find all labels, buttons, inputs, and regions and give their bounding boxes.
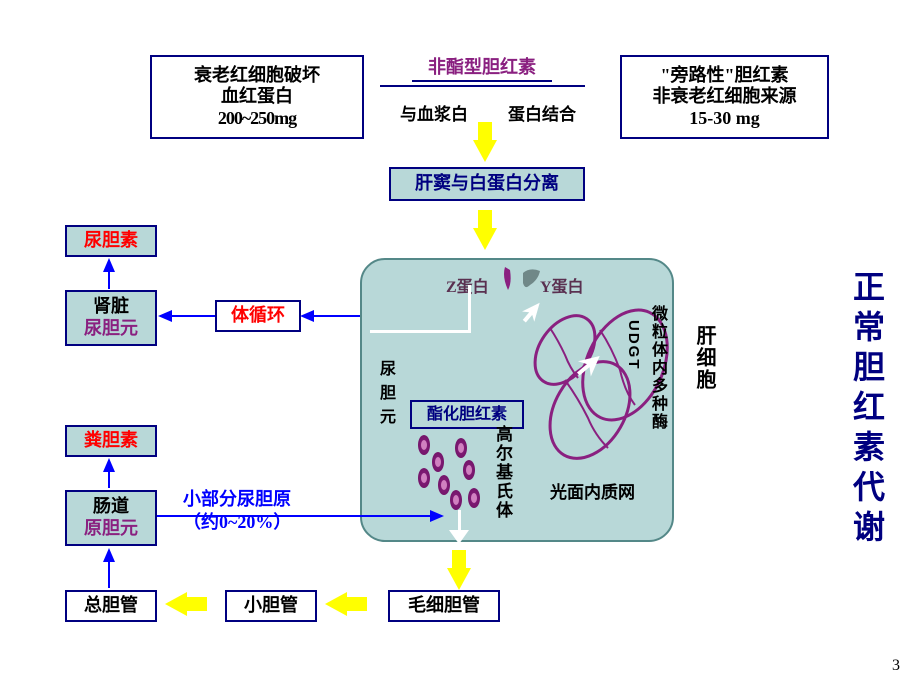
arrow-icon — [165, 592, 187, 616]
arrow-icon — [325, 592, 347, 616]
text: 原胆元 — [84, 518, 138, 540]
arrow-icon — [103, 258, 115, 272]
arrow-icon — [103, 548, 115, 562]
golgi-vesicle — [463, 460, 475, 480]
label-small-uro: 小部分尿胆原 （约0~20%） — [183, 488, 291, 535]
golgi-vesicle — [418, 468, 430, 488]
golgi-vesicle — [418, 435, 430, 455]
arrow-icon — [473, 140, 497, 162]
page-number: 3 — [892, 657, 900, 675]
arrow-white — [370, 330, 470, 333]
box-kidney: 肾脏 尿胆元 — [65, 290, 157, 346]
label-ser: 光面内质网 — [550, 478, 635, 503]
box-urine-bilin: 尿胆素 — [65, 225, 157, 257]
text: （约0~20%） — [183, 511, 291, 534]
golgi-vesicle — [455, 438, 467, 458]
golgi-vesicle — [438, 475, 450, 495]
arrow-icon — [473, 228, 497, 250]
arrow-white — [468, 285, 471, 333]
text: 粪胆素 — [84, 430, 138, 452]
arrow-white-down-head — [449, 530, 469, 545]
text: 小胆管 — [244, 595, 298, 617]
arrow-icon — [158, 310, 172, 322]
golgi-vesicle — [432, 452, 444, 472]
underline — [380, 85, 585, 87]
text: 肝窦与白蛋白分离 — [415, 173, 559, 195]
label-y-protein: Y蛋白 — [540, 273, 584, 297]
text: 尿胆素 — [84, 230, 138, 252]
label-hepatocyte: 肝细胞 — [690, 325, 719, 391]
line — [108, 558, 110, 588]
text: 200~250mg — [218, 108, 296, 130]
box-common-bile: 总胆管 — [65, 590, 157, 622]
text: 体循环 — [231, 305, 285, 327]
line — [312, 315, 360, 317]
page-title: 正常胆红素代谢 — [844, 270, 890, 550]
arrow-icon — [447, 568, 471, 590]
text: 肾脏 — [93, 296, 129, 318]
box-fecal-bilin: 粪胆素 — [65, 425, 157, 457]
z-protein-shape — [500, 265, 520, 295]
box-liver-sinus: 肝窦与白蛋白分离 — [389, 167, 585, 201]
label-plasma-left: 与血浆白 — [400, 100, 468, 125]
arrow-icon — [103, 458, 115, 472]
box-aging-rbc: 衰老红细胞破坏 血红蛋白 200~250mg — [150, 55, 364, 139]
box-systemic: 体循环 — [215, 300, 301, 332]
label-plasma-right: 蛋白结合 — [508, 100, 576, 125]
text: 血红蛋白 — [221, 86, 293, 108]
text: 酯化胆红素 — [427, 405, 507, 424]
golgi-vesicle — [450, 490, 462, 510]
golgi-vesicle — [468, 488, 480, 508]
text: 非衰老红细胞来源 — [653, 86, 797, 108]
text: "旁路性"胆红素 — [661, 65, 789, 87]
arrow-white-head — [575, 350, 605, 380]
text: 毛细胆管 — [408, 595, 480, 617]
text: 非酯型胆红素 — [428, 57, 536, 79]
arrow-icon — [430, 510, 444, 522]
y-protein-shape — [520, 265, 545, 295]
label-microsomes: 微粒体内多种酶 — [645, 305, 669, 431]
box-cap-bile: 毛细胆管 — [388, 590, 500, 622]
label-udgt: UDGT — [625, 320, 642, 371]
arrow-white-head2 — [520, 300, 545, 325]
line — [108, 269, 110, 289]
label-urobilinogen-vert: 尿胆元 — [378, 355, 398, 427]
line — [170, 315, 215, 317]
text: 总胆管 — [84, 595, 138, 617]
text: 15-30 mg — [689, 108, 760, 130]
label-golgi: 高尔基氏体 — [490, 425, 515, 520]
text: 衰老红细胞破坏 — [194, 65, 320, 87]
box-intestine: 肠道 原胆元 — [65, 490, 157, 546]
text: 小部分尿胆原 — [183, 488, 291, 511]
text: 尿胆元 — [84, 318, 138, 340]
box-bypass: "旁路性"胆红素 非衰老红细胞来源 15-30 mg — [620, 55, 829, 139]
text: 肠道 — [93, 496, 129, 518]
arrow-icon — [300, 310, 314, 322]
box-small-bile: 小胆管 — [225, 590, 317, 622]
box-non-ester: 非酯型胆红素 — [412, 55, 552, 82]
